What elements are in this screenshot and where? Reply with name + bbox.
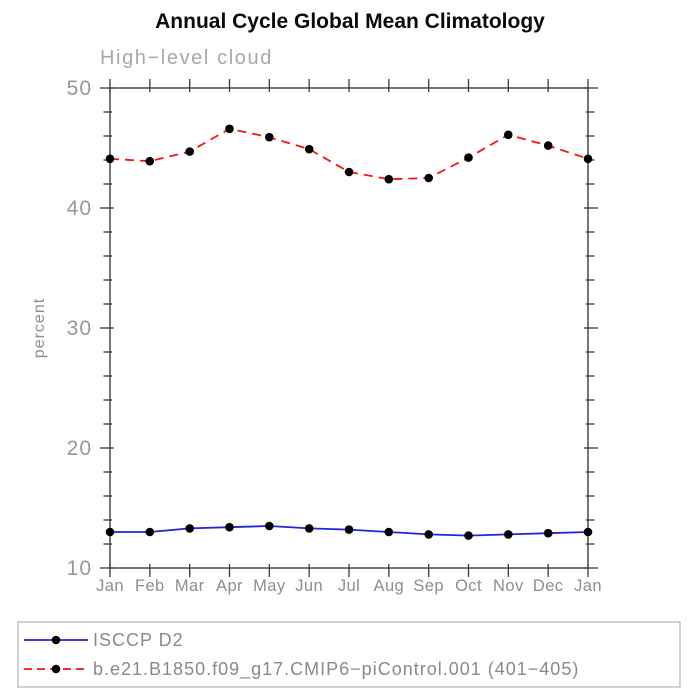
chart-subtitle: High−level cloud: [100, 47, 273, 69]
data-point-marker: [265, 132, 274, 142]
data-point-marker: [265, 521, 274, 531]
legend-label: ISCCP D2: [93, 630, 184, 650]
y-tick-label: 30: [67, 317, 92, 340]
data-point-marker: [105, 527, 115, 537]
plot-area: 10 20 30 40 50 Jan Feb Mar Apr May Jun Jul Aug Sep Oct…: [67, 77, 602, 595]
y-tick-label: 10: [67, 557, 92, 580]
data-point-marker: [543, 141, 553, 150]
data-point-marker: [464, 153, 473, 162]
data-point-marker: [424, 530, 434, 539]
data-point-marker: [583, 154, 593, 164]
x-tick-label: Jan: [574, 577, 602, 595]
legend-label: b.e21.B1850.f09_g17.CMIP6−piControl.001 …: [93, 659, 579, 680]
plot-frame: [109, 87, 589, 569]
x-tick-label: Feb: [135, 577, 165, 595]
x-tick-label: Aug: [374, 577, 405, 595]
y-tick-label: 50: [67, 77, 92, 100]
x-tick-label: Dec: [533, 577, 564, 595]
y-tick-label: 20: [67, 437, 92, 460]
data-point-marker: [504, 530, 513, 539]
data-point-marker: [384, 174, 394, 184]
x-tick-label: Apr: [216, 577, 243, 595]
x-tick-label: Mar: [175, 577, 205, 595]
legend-sample-marker: [51, 635, 61, 645]
chart-title: Annual Cycle Global Mean Climatology: [155, 10, 545, 33]
data-point-marker: [185, 524, 194, 533]
data-point-marker: [145, 527, 155, 537]
legend-box: [17, 621, 681, 688]
data-point-marker: [105, 154, 115, 164]
data-point-marker: [344, 525, 354, 534]
x-tick-label: May: [253, 577, 286, 595]
y-axis-label: percent: [31, 298, 48, 358]
legend-sample-marker: [51, 664, 61, 674]
y-tick-label: 40: [67, 197, 92, 220]
x-tick-label: Jan: [96, 577, 124, 595]
legend: ISCCP D2 b.e21.B1850.f09_g17.CMIP6−piCont…: [17, 621, 681, 688]
data-point-marker: [185, 147, 194, 156]
x-tick-label: Oct: [455, 577, 482, 595]
data-point-marker: [504, 130, 513, 140]
data-point-marker: [384, 527, 394, 537]
data-point-marker: [583, 527, 593, 537]
x-tick-label: Nov: [493, 577, 524, 595]
data-point-marker: [424, 173, 434, 183]
x-tick-label: Sep: [413, 577, 444, 595]
data-point-marker: [464, 531, 473, 540]
data-point-marker: [344, 167, 354, 177]
data-point-marker: [543, 528, 553, 538]
data-point-marker: [145, 156, 155, 166]
data-point-marker: [304, 144, 314, 154]
x-tick-label: Jul: [338, 577, 360, 595]
data-point-marker: [225, 522, 234, 532]
data-point-marker: [225, 124, 234, 134]
data-point-marker: [304, 524, 314, 533]
x-tick-label: Jun: [295, 577, 323, 595]
